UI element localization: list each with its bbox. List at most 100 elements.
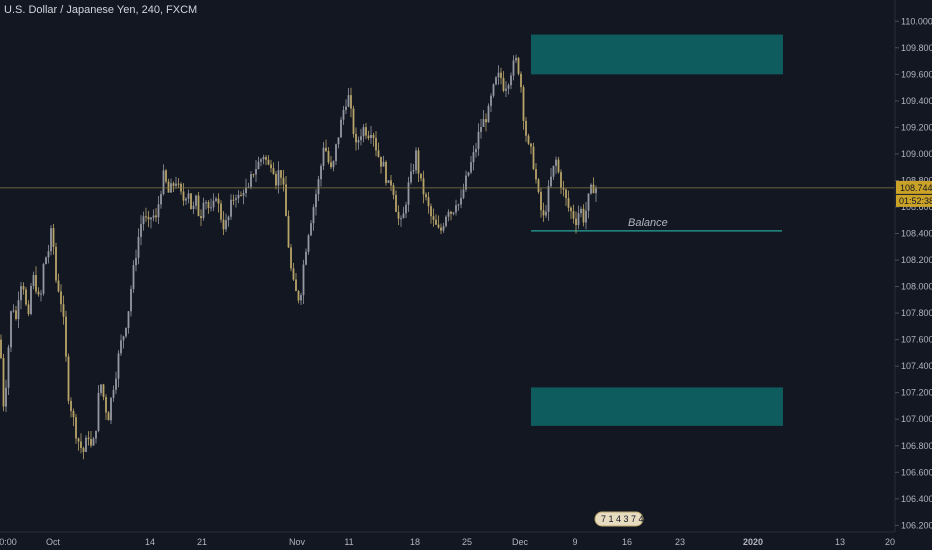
candle-body xyxy=(377,150,380,157)
candle-body xyxy=(190,193,192,210)
candle-body xyxy=(525,120,527,136)
candle-body xyxy=(30,286,32,314)
candle-body xyxy=(577,213,580,226)
current-price-tag: 108.744 01:52:38 xyxy=(896,180,932,207)
candle-body xyxy=(420,173,422,179)
candle-body xyxy=(465,175,467,190)
candle-body xyxy=(582,208,585,223)
candle-body xyxy=(467,172,470,176)
candle-body xyxy=(367,135,370,139)
candle-body xyxy=(395,194,397,212)
events-badge-box[interactable] xyxy=(594,511,644,527)
candle-body xyxy=(175,183,177,186)
candle-body xyxy=(307,235,310,252)
candle-body xyxy=(310,223,312,236)
candle-body xyxy=(415,150,417,171)
candle-body xyxy=(185,198,187,201)
candle-body xyxy=(535,169,537,180)
candle-body xyxy=(305,251,307,265)
candle-body xyxy=(512,60,515,76)
candle-body xyxy=(430,206,432,217)
time-tick-label: 2020 xyxy=(743,537,763,547)
candle-body xyxy=(55,246,57,281)
candle-body xyxy=(85,437,87,452)
candle-body xyxy=(80,441,82,448)
candle-body xyxy=(425,194,427,198)
candle-body xyxy=(162,170,165,195)
candle-body xyxy=(340,119,342,138)
candle-body xyxy=(372,134,375,138)
events-badge[interactable]: 7 1 4 3 7 4 xyxy=(594,511,644,527)
candle-body xyxy=(450,211,452,214)
candle-body xyxy=(362,127,365,137)
upper-zone-rectangle[interactable] xyxy=(531,34,783,75)
candle-body xyxy=(540,192,542,211)
candle-body xyxy=(7,347,10,388)
candle-body xyxy=(77,438,80,442)
candle-body xyxy=(575,218,577,226)
candle-body xyxy=(327,151,330,163)
price-tick-label: 109.400 xyxy=(901,96,932,106)
candle-body xyxy=(72,411,75,418)
price-tick-label: 108.800 xyxy=(901,175,932,185)
candle-body xyxy=(35,275,37,292)
candle-body xyxy=(417,150,420,174)
candle-body xyxy=(380,156,382,167)
candle-body xyxy=(352,108,355,134)
candle-body xyxy=(195,195,197,206)
candle-body xyxy=(25,289,27,305)
candle-body xyxy=(332,161,335,168)
candle-body xyxy=(437,224,440,228)
candle-body xyxy=(155,215,157,218)
candle-body xyxy=(455,205,457,213)
candle-body xyxy=(177,183,180,185)
time-tick-label: 25 xyxy=(462,537,472,547)
candle-body xyxy=(220,203,222,220)
price-tick-label: 109.000 xyxy=(901,149,932,159)
candle-body xyxy=(2,358,5,407)
candle-body xyxy=(250,174,252,187)
candle-body xyxy=(17,300,20,320)
candle-body xyxy=(95,430,97,439)
candle-body xyxy=(127,311,130,329)
candle-body xyxy=(202,202,205,219)
candle-body xyxy=(295,279,297,292)
candle-body xyxy=(107,412,110,421)
candle-body xyxy=(360,136,362,141)
price-tick-label: 106.600 xyxy=(901,467,932,477)
candle-body xyxy=(150,217,152,220)
candle-body xyxy=(57,280,60,292)
candle-body xyxy=(315,194,317,208)
lower-zone-rectangle[interactable] xyxy=(531,387,783,426)
time-axis[interactable]: 0:00 Oct 14 21 Nov 11 18 25 Dec 9 16 23 2020 13 20 xyxy=(0,537,895,547)
candle-body xyxy=(227,216,230,221)
candle-body xyxy=(460,197,462,205)
candle-body xyxy=(397,211,400,219)
candle-body xyxy=(522,87,525,121)
candle-body xyxy=(270,164,272,169)
candle-body xyxy=(97,392,100,431)
time-tick-label: 11 xyxy=(344,537,353,547)
candle-body xyxy=(530,143,532,147)
price-tick-label: 107.400 xyxy=(901,361,932,371)
candle-body xyxy=(405,204,407,214)
price-axis[interactable]: 110.000 109.800 109.600 109.400 109.200 109.0… xyxy=(895,16,932,530)
candle-body xyxy=(50,228,52,252)
candle-body xyxy=(515,57,517,61)
candle-body xyxy=(92,438,95,446)
candle-body xyxy=(157,204,160,218)
candle-body xyxy=(252,174,255,176)
candle-body xyxy=(165,170,167,182)
candle-body xyxy=(282,177,285,185)
candle-body xyxy=(65,316,67,357)
candle-body xyxy=(385,161,387,183)
candle-body xyxy=(15,310,17,320)
candle-body xyxy=(517,57,520,74)
time-tick-label: 0:00 xyxy=(0,537,17,547)
candle-body xyxy=(82,447,85,452)
candle-body xyxy=(302,264,305,296)
candle-body xyxy=(45,257,47,265)
candle-body xyxy=(422,178,425,195)
time-tick-label: 21 xyxy=(197,537,207,547)
